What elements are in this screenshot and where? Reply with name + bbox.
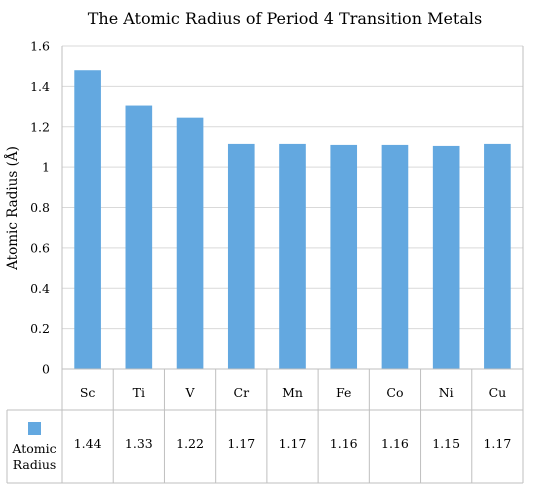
bar-ni [432,145,460,369]
y-axis-label: Atomic Radius (Å) [5,146,21,271]
bars [74,70,511,370]
data-table-value: 1.16 [381,436,409,451]
y-tick-label: 0.4 [30,281,50,296]
data-table-value: 1.33 [125,436,153,451]
x-tick-label: Mn [282,385,303,400]
y-tick-label: 0.8 [30,200,50,215]
bar-fe [330,144,358,369]
y-tick-label: 0.6 [30,240,50,255]
bar-cr [227,143,255,369]
x-tick-label: Ti [133,385,145,400]
y-tick-label: 1.2 [30,119,50,134]
bar-v [176,117,204,370]
bar-cu [484,143,511,369]
data-table-value: 1.44 [74,436,102,451]
x-tick-label: V [185,385,196,400]
chart-title: The Atomic Radius of Period 4 Transition… [88,9,482,28]
data-table-value: 1.17 [279,436,307,451]
x-tick-label: Fe [336,385,351,400]
y-tick-label: 0.2 [30,321,50,336]
data-table-value: 1.22 [176,436,204,451]
data-table-value: 1.17 [227,436,255,451]
bar-ti [125,105,153,369]
x-tick-label: Co [386,385,403,400]
data-table-value: 1.16 [330,436,358,451]
x-tick-label: Ni [439,385,454,400]
y-tick-labels: 0 0.2 0.4 0.6 0.8 1 1.2 1.4 1.6 [30,39,50,377]
legend-label: Atomic [11,441,56,456]
bar-mn [279,143,306,369]
legend-swatch [28,422,41,435]
y-tick-label: 1.4 [30,79,50,94]
bar-sc [74,70,101,369]
x-tick-label: Cu [489,385,507,400]
y-tick-label: 0 [42,362,50,377]
y-tick-label: 1 [42,160,50,175]
data-table: Sc 1.44 Ti 1.33 V 1.22 Cr 1.17 Mn 1.17 Fe 1.16 Co 1.1… [11,385,511,472]
axes [6,46,524,484]
y-tick-label: 1.6 [30,39,50,54]
data-table-value: 1.15 [432,436,460,451]
x-tick-label: Sc [80,385,96,400]
legend-label: Radius [13,457,57,472]
data-table-value: 1.17 [483,436,511,451]
x-tick-label: Cr [234,385,250,400]
bar-co [381,144,409,369]
